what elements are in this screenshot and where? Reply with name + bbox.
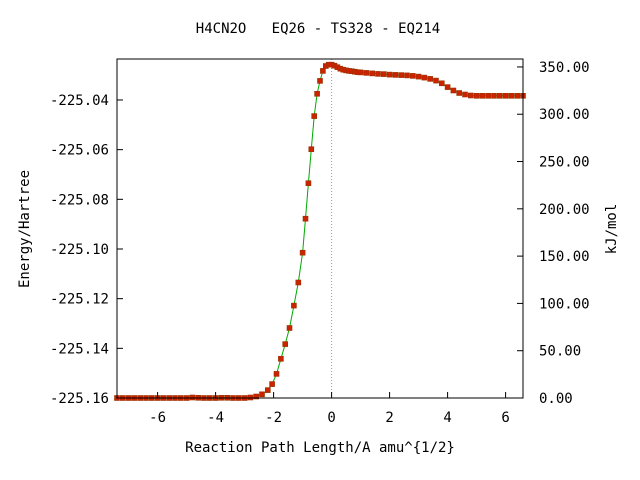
data-point: [320, 68, 326, 74]
y2-tick-label: 200.00: [539, 202, 590, 218]
data-point: [427, 76, 434, 82]
data-point: [392, 72, 399, 78]
data-point: [278, 355, 284, 362]
data-point: [305, 180, 312, 186]
data-point: [259, 391, 265, 398]
x-tick-label: 0: [327, 410, 335, 426]
data-point: [314, 91, 320, 97]
data-point: [479, 93, 486, 99]
x-tick-label: -2: [265, 410, 282, 426]
y2-axis-label: kJ/mol: [604, 204, 620, 255]
y2-tick-label: 150.00: [539, 249, 590, 265]
axes: -225.16 -225.14 -225.12 -225.10 -225.08 -225.…: [50, 58, 590, 426]
y-tick-label: -225.04: [50, 93, 109, 109]
plot-frame: [116, 58, 524, 399]
data-point: [363, 70, 370, 76]
data-point: [467, 92, 474, 99]
data-point: [273, 371, 280, 377]
x-tick-label: 4: [443, 410, 451, 426]
data-point: [302, 215, 309, 222]
data-point: [398, 72, 405, 78]
x-tick-label: -6: [149, 410, 166, 426]
y-tick-label: -225.14: [50, 341, 109, 357]
y-tick-label: -225.16: [50, 391, 109, 407]
data-point: [438, 80, 445, 87]
series-line: [117, 64, 523, 399]
x-tick-label: 2: [385, 410, 393, 426]
y2-tick-label: 50.00: [539, 344, 581, 360]
data-point: [375, 71, 381, 77]
y-tick-label: -225.10: [50, 242, 109, 258]
data-point: [433, 77, 439, 84]
data-point: [473, 93, 480, 99]
data-point: [269, 381, 275, 387]
x-axis-label: Reaction Path Length/A amu^{1/2}: [185, 440, 455, 456]
y-tick-label: -225.12: [50, 292, 109, 308]
y2-tick-label: 300.00: [539, 107, 590, 123]
y2-tick-label: 100.00: [539, 296, 590, 312]
data-point: [508, 93, 515, 99]
data-point: [485, 93, 492, 99]
data-point: [502, 93, 509, 99]
data-point: [380, 71, 387, 77]
data-point: [291, 302, 297, 309]
y2-tick-label: 0.00: [539, 391, 573, 407]
data-point: [444, 84, 451, 90]
y-tick-label: -225.08: [50, 192, 109, 208]
data-point: [450, 87, 457, 94]
data-point: [514, 93, 521, 99]
data-point: [496, 93, 503, 99]
data-point: [311, 113, 318, 119]
chart-title: H4CN2O EQ26 - TS328 - EQ214: [196, 21, 440, 37]
data-point: [317, 78, 323, 84]
data-point: [282, 341, 289, 347]
data-point: [299, 249, 306, 256]
data-point: [264, 387, 271, 393]
plot-area: [114, 59, 526, 401]
data-point: [462, 91, 468, 98]
y2-tick-label: 250.00: [539, 155, 590, 171]
data-point: [421, 74, 428, 81]
x-tick-label: 6: [501, 410, 509, 426]
data-point: [308, 146, 315, 152]
data-point: [369, 70, 376, 77]
data-point: [295, 279, 302, 286]
data-point: [386, 71, 393, 78]
data-point: [409, 73, 416, 79]
data-point: [491, 93, 497, 99]
x-tick-label: -4: [207, 410, 224, 426]
data-point: [357, 69, 364, 76]
data-point: [456, 90, 463, 96]
y-axis-label: Energy/Hartree: [17, 170, 33, 288]
y2-tick-label: 350.00: [539, 60, 590, 76]
y-tick-label: -225.06: [50, 143, 109, 159]
data-point: [253, 393, 259, 400]
data-point: [404, 72, 410, 79]
data-point: [286, 325, 293, 331]
data-point: [415, 73, 422, 80]
